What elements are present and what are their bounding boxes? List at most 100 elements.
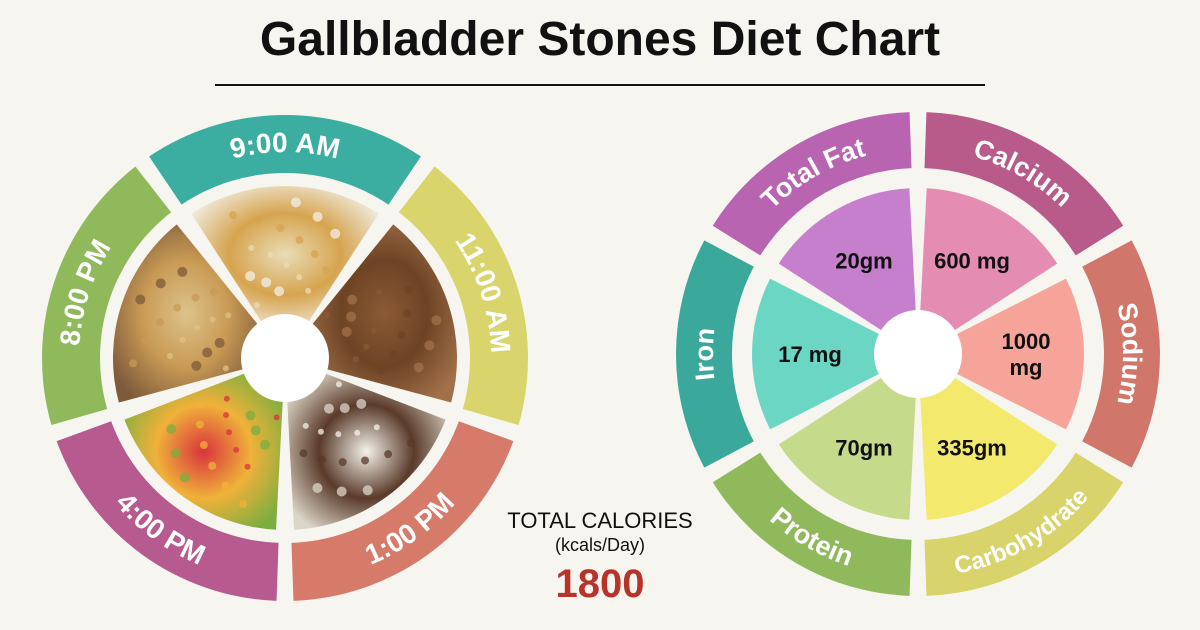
food-texture-dot [377, 365, 386, 374]
title-underline [215, 84, 985, 86]
food-texture-dot [283, 262, 290, 269]
food-texture-dot [356, 398, 367, 409]
food-texture-dot [404, 285, 413, 294]
nutrient-value-total-fat: 20gm [835, 248, 892, 273]
food-texture-dot [239, 500, 248, 509]
food-texture-dot [250, 425, 261, 436]
stuffed-paratha-photo [191, 186, 379, 323]
food-texture-dot [191, 293, 200, 302]
food-texture-dot [202, 347, 213, 358]
food-texture-dot [209, 316, 216, 323]
food-texture-dot [338, 458, 347, 467]
food-texture-dot [177, 266, 188, 277]
food-texture-dot [225, 312, 232, 319]
total-calories-block: TOTAL CALORIES (kcals/Day) 1800 [470, 508, 730, 607]
food-texture-dot [323, 311, 330, 318]
nutrient-slice-total-fat [778, 188, 916, 332]
food-texture-dot [296, 274, 303, 281]
food-texture-dot [267, 252, 274, 259]
food-texture-dot [361, 456, 370, 465]
food-texture-dot [363, 343, 370, 350]
food-texture-dot [214, 337, 225, 348]
meal-band-11-00-am [398, 166, 528, 425]
food-texture-dot [191, 360, 202, 371]
nutrient-band-calcium [924, 112, 1124, 256]
nutrient-band-total-fat [712, 112, 912, 256]
food-texture-dot [317, 428, 324, 435]
nutrient-name-sodium: Sodium [1111, 300, 1147, 407]
nutrient-wheel-center [874, 310, 962, 398]
nutrient-slice-calcium [920, 188, 1058, 332]
food-texture-dot [273, 414, 280, 421]
food-texture-dot [248, 245, 255, 252]
food-texture-dot [221, 481, 230, 490]
food-texture-dot [354, 429, 361, 436]
food-texture-dot [375, 309, 382, 316]
food-texture-dot [195, 420, 204, 429]
nutrient-band-carbohydrate [924, 452, 1124, 596]
nutrient-band-iron [676, 240, 754, 468]
nutrient-value-carbohydrate: 335gm [937, 436, 1007, 461]
food-texture-dot [413, 362, 424, 373]
food-texture-dot [173, 303, 182, 312]
food-texture-dot [352, 356, 359, 363]
nutrient-slice-protein [778, 376, 916, 520]
food-texture-dot [317, 455, 326, 464]
food-texture-dot [341, 326, 352, 337]
food-texture-dot [346, 311, 357, 322]
total-calories-value: 1800 [555, 562, 645, 606]
food-texture-dot [223, 395, 230, 402]
food-texture-dot [312, 211, 323, 222]
food-texture-dot [310, 250, 319, 259]
food-texture-dot [254, 215, 263, 224]
food-texture-dot [244, 463, 251, 470]
food-texture-dot [330, 228, 341, 239]
food-texture-dot [245, 410, 256, 421]
food-texture-dot [431, 315, 442, 326]
food-texture-dot [323, 403, 334, 414]
upma-photo [113, 224, 259, 403]
nutrient-value-protein: 70gm [835, 436, 892, 461]
food-texture-dot [373, 424, 380, 431]
meal-wheel-center [241, 314, 329, 402]
total-calories-title: TOTAL CALORIES [507, 508, 693, 533]
food-texture-dot [179, 472, 190, 483]
food-texture-dot [312, 483, 323, 494]
food-texture-dot [299, 449, 308, 458]
food-texture-dot [179, 336, 186, 343]
food-texture-dot [321, 266, 330, 275]
food-texture-dot [376, 289, 383, 296]
nutrient-slice-iron [752, 278, 881, 430]
food-texture-dot [222, 365, 229, 372]
food-texture-dot [302, 422, 309, 429]
food-texture-dot [141, 336, 150, 345]
nutrient-value-calcium: 600 mg [934, 248, 1010, 273]
food-texture-dot [403, 309, 412, 318]
meal-band-8-00-pm [41, 166, 172, 425]
nutrient-slice-carbohydrate [920, 376, 1058, 520]
meal-band-4-00-pm [56, 421, 279, 601]
meal-band-1-00-pm [291, 421, 514, 601]
food-texture-dot [156, 318, 165, 327]
nutrient-slice-sodium [955, 278, 1084, 430]
food-texture-dot [335, 381, 342, 388]
food-texture-dot [129, 359, 138, 368]
food-texture-dot [424, 340, 435, 351]
food-texture-dot [305, 287, 312, 294]
food-texture-dot [295, 235, 304, 244]
nutrient-value-iron: 17 mg [778, 342, 842, 367]
food-texture-dot [223, 411, 230, 418]
food-texture-dot [339, 403, 350, 414]
nutrient-band-protein [712, 452, 912, 596]
food-texture-dot [290, 197, 301, 208]
food-texture-dot [245, 271, 256, 282]
total-calories-unit: (kcals/Day) [554, 535, 645, 555]
food-texture-dot [194, 324, 201, 331]
food-texture-dot [336, 486, 347, 497]
food-texture-dot [167, 352, 174, 359]
food-texture-dot [261, 277, 272, 288]
food-texture-dot [196, 401, 205, 410]
food-texture-dot [274, 286, 285, 297]
